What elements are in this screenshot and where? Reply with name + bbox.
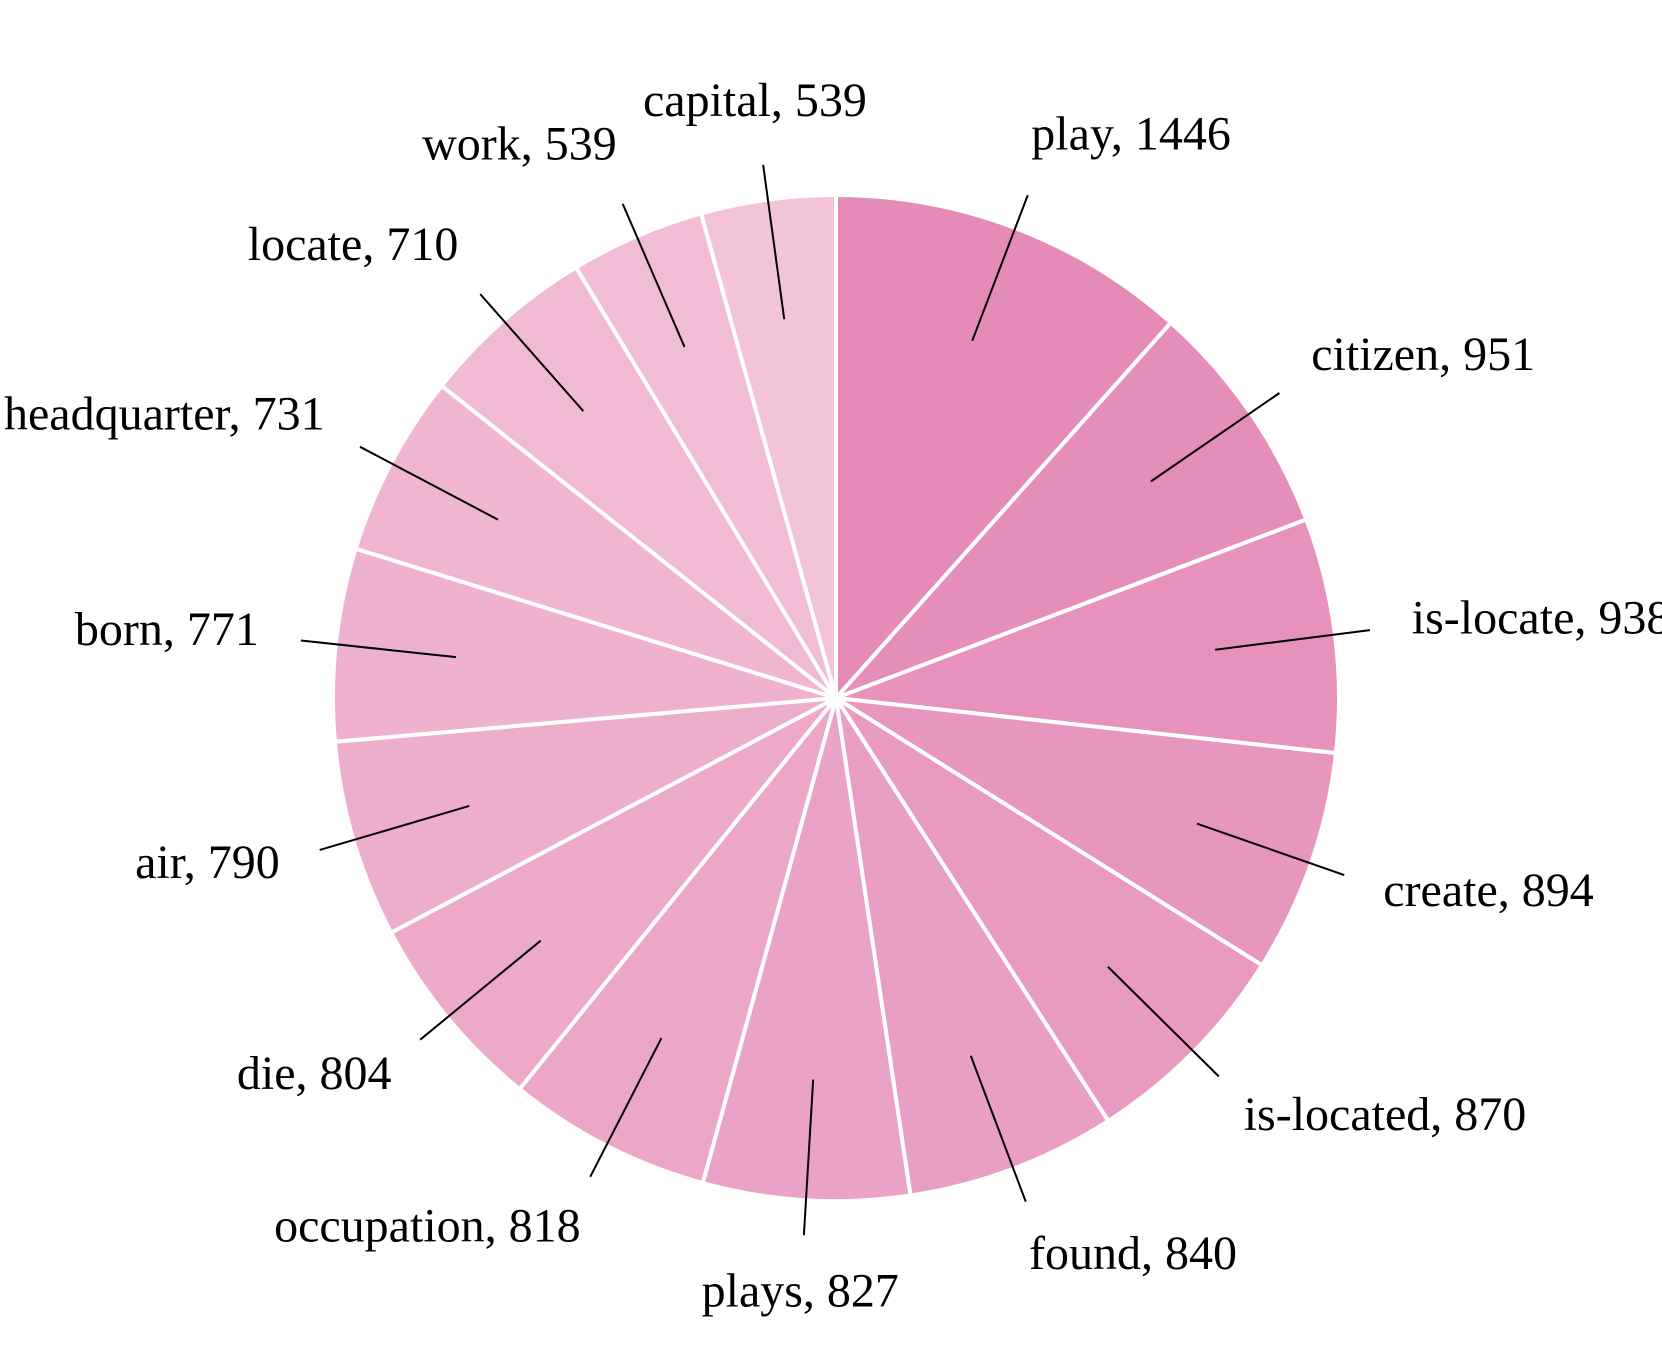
slice-label-born: born, 771: [75, 603, 259, 656]
leader-line-play: [971, 194, 1029, 342]
slice-label-air: air, 790: [135, 836, 280, 889]
pie-slices: [331, 193, 1342, 1203]
leader-line-air: [319, 804, 470, 851]
slice-label-play: play, 1446: [1031, 108, 1231, 161]
leader-line-found: [969, 1055, 1027, 1203]
slice-label-die: die, 804: [237, 1047, 392, 1100]
leader-line-capital: [762, 164, 786, 320]
slice-labels: play, 1446 citizen, 951 is-locate, 938 crea…: [4, 74, 1662, 1318]
leader-line-locate: [479, 293, 585, 412]
leader-line-die: [419, 939, 542, 1041]
leader-lines: [300, 164, 1371, 1236]
slice-label-plays: plays, 827: [702, 1265, 899, 1318]
leader-line-headquarter: [359, 445, 499, 521]
slice-label-create: create, 894: [1383, 864, 1594, 917]
slice-label-capital: capital, 539: [643, 74, 867, 127]
leader-line-citizen: [1150, 392, 1281, 483]
leader-line-is-locate: [1215, 629, 1371, 651]
leader-line-work: [621, 203, 686, 348]
slice-label-locate: locate, 710: [248, 218, 459, 271]
leader-line-born: [300, 639, 457, 659]
leader-line-create: [1196, 822, 1345, 876]
slice-label-headquarter: headquarter, 731: [4, 388, 325, 441]
leader-line-occupation: [589, 1037, 663, 1178]
leader-line-plays: [802, 1079, 815, 1236]
slice-label-is-locate: is-locate, 938: [1412, 592, 1662, 645]
slice-label-citizen: citizen, 951: [1311, 328, 1535, 381]
slice-label-is-located: is-located, 870: [1244, 1088, 1527, 1141]
leader-line-is-located: [1107, 966, 1220, 1078]
slice-label-found: found, 840: [1029, 1227, 1237, 1280]
slice-label-work: work, 539: [422, 117, 617, 170]
slice-label-occupation: occupation, 818: [274, 1200, 581, 1253]
